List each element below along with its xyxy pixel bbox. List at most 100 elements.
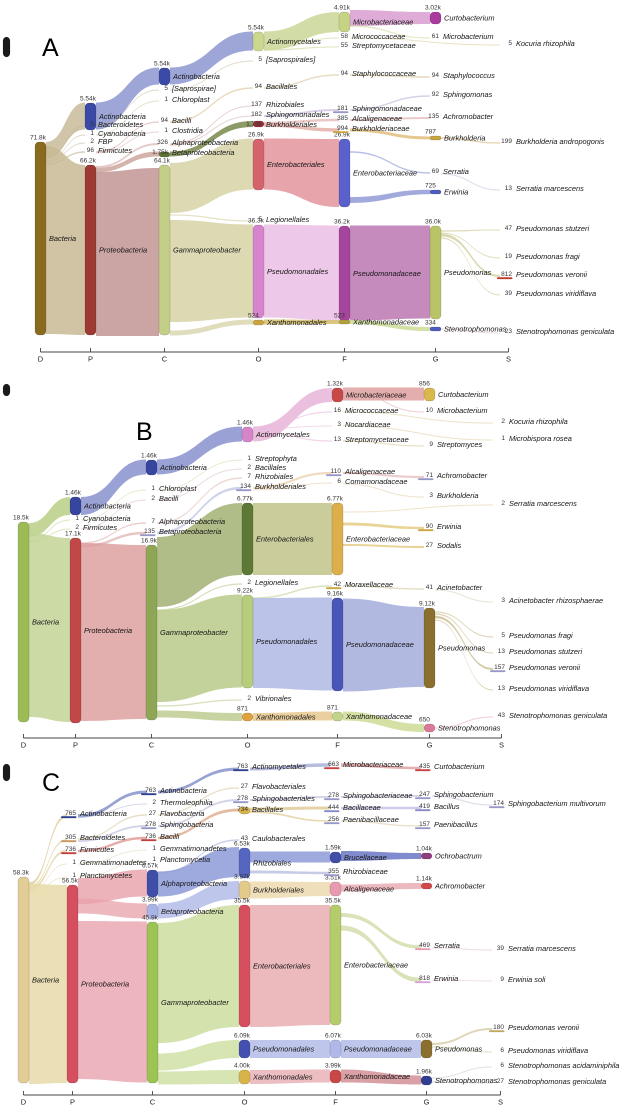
value-tick-rhizobiaceae (324, 874, 340, 877)
node-actinobacteria (145, 459, 158, 476)
sankey-link (29, 863, 67, 892)
taxon-value-actinobacteria: 765 (65, 810, 76, 817)
taxon-label-rhizobiaceae: Rhizobiaceae (343, 867, 388, 876)
sankey-link (250, 763, 330, 771)
node-xanthomonadaceae (329, 1069, 342, 1084)
taxon-value-comamonadaceae: 6 (337, 478, 341, 485)
sankey-link (158, 881, 239, 919)
node-enterobacteriales (252, 138, 265, 191)
taxon-label-betaproteobacteria: Betaproteobacteria (172, 148, 234, 157)
value-tick-burkholderiaceae (333, 131, 349, 134)
taxon-value-saprospirales: 5 (258, 56, 262, 63)
sankey-link (46, 146, 85, 335)
taxon-label-streptomyces: Streptomyces (437, 440, 482, 449)
node-value-pseudomonadaceae: 36.2k (334, 219, 351, 226)
node-value-erwinia: 725 (425, 183, 436, 190)
taxon-value-stenotrophomonas-acidaminiphila: 6 (500, 1062, 504, 1069)
sankey-link (264, 46, 339, 51)
taxon-value-achromobacter: 71 (426, 472, 434, 479)
sankey-link (81, 459, 146, 515)
taxon-value-streptomyces: 9 (429, 441, 433, 448)
taxon-label-erwinia: Erwinia (434, 974, 458, 983)
taxon-label-gemmatimonadetes: Gemmatimonadetes (160, 844, 227, 853)
taxon-value-sphingomonadaceae: 181 (337, 105, 348, 112)
sankey-link (170, 31, 253, 85)
node-value-actinobacteria: 1.46k (65, 490, 82, 497)
taxon-value-pseudomonas-viridiflava: 6 (500, 1047, 504, 1054)
taxon-value-sodalis: 27 (426, 542, 434, 549)
node-mark (2, 763, 11, 782)
taxon-value-betaproteobacteria: 135 (144, 528, 155, 535)
node-label-stenotrophomonas: Stenotrophomonas (444, 325, 507, 334)
node-value-ochrobactrum: 1.04k (416, 846, 433, 853)
taxon-label-pseudomonas-stutzeri: Pseudomonas stutzeri (509, 647, 582, 656)
sankey-link (343, 522, 424, 530)
taxon-value-burkholderiales: 1.73k (246, 121, 263, 128)
taxon-value-burkholderiaceae: 994 (337, 125, 348, 132)
taxon-value-pseudomonas-fragi: 19 (505, 253, 513, 260)
value-tick-sphingobacterium (415, 797, 431, 800)
sankey-link (343, 471, 424, 479)
sankey-link (343, 598, 424, 692)
taxon-label-paenibacillus: Paenibacillus (434, 820, 478, 829)
node-proteobacteria (66, 884, 79, 1084)
node-mark (158, 151, 171, 158)
sankey-link (157, 477, 242, 524)
taxon-value-chloroplast: 1 (164, 96, 168, 103)
sankey-link (253, 482, 332, 491)
taxon-value-stenotrophomonas-geniculata: 43 (498, 712, 506, 719)
sankey-link (250, 1069, 330, 1084)
taxon-value-streptophyta: 1 (247, 455, 251, 462)
sankey-link (158, 905, 239, 1043)
node-value-enterobacteriales: 35.5k (234, 898, 251, 905)
node-betaproteobacteria (146, 903, 159, 920)
node-xanthomonadales (252, 319, 265, 326)
panel-letter-C: C (42, 769, 60, 797)
sankey-link (341, 1040, 421, 1058)
value-tick-erwinia (418, 529, 434, 532)
taxon-value-cyanobacteria: 1 (75, 515, 79, 522)
sankey-link (341, 883, 421, 892)
sankey-link (432, 1066, 492, 1079)
sankey-link (343, 411, 493, 424)
node-value-curtobacterium: 856 (419, 381, 430, 388)
taxon-value-kocuria-rhizophila: 5 (508, 40, 512, 47)
taxon-label-pseudomonas-veronii: Pseudomonas veronii (508, 1023, 579, 1032)
taxon-value-burkholderia: 3 (429, 492, 433, 499)
node-value-pseudomonadaceae: 6.07k (325, 1033, 342, 1040)
taxon-label-firmicutes: Firmicutes (80, 845, 114, 854)
sankey-link (341, 925, 421, 983)
sankey-link (253, 597, 332, 691)
sankey-link (435, 615, 493, 670)
taxon-value-alphaproteobacteria: 326 (157, 139, 168, 146)
node-pseudomonas (423, 607, 436, 689)
sankey-link (435, 619, 493, 691)
sankey-link (158, 1040, 239, 1071)
sankey-link (253, 711, 332, 721)
node-label-actinobacteria: Actinobacteria (159, 463, 207, 472)
taxon-label-actinobacteria: Actinobacteria (79, 809, 127, 818)
sankey-link (264, 224, 339, 321)
node-label-xanthomonadales: Xanthomonadales (255, 713, 316, 722)
sankey-link (343, 440, 424, 447)
node-curtobacterium (423, 387, 436, 402)
node-value-enterobacteriaceae: 6.77k (327, 496, 344, 503)
taxon-value-alcaligenaceae: 385 (337, 115, 348, 122)
sankey-link (158, 767, 239, 794)
sankey-link (264, 123, 339, 132)
axis-label-C: C (149, 741, 155, 750)
taxon-value-pseudomonas-viridiflava: 13 (498, 685, 506, 692)
taxon-label-sodalis: Sodalis (437, 541, 462, 550)
value-tick-bacilli (141, 839, 157, 842)
taxon-value-bacillaceae: 444 (328, 804, 339, 811)
node-label-pseudomonadales: Pseudomonadales (267, 267, 329, 276)
node-pseudomonadaceae (338, 225, 351, 322)
value-tick-paenibacillus (415, 827, 431, 830)
taxon-label-pseudomonas-viridiflava: Pseudomonas viridiflava (509, 684, 589, 693)
taxon-label-betaproteobacteria: Betaproteobacteria (159, 527, 221, 536)
taxon-value-fbp: 2 (90, 138, 94, 145)
taxon-value-serratia-marcescens: 39 (497, 945, 505, 952)
sankey-link (441, 237, 500, 296)
node-label-pseudomonadaceae: Pseudomonadaceae (353, 269, 421, 278)
sankey-link (158, 787, 239, 816)
